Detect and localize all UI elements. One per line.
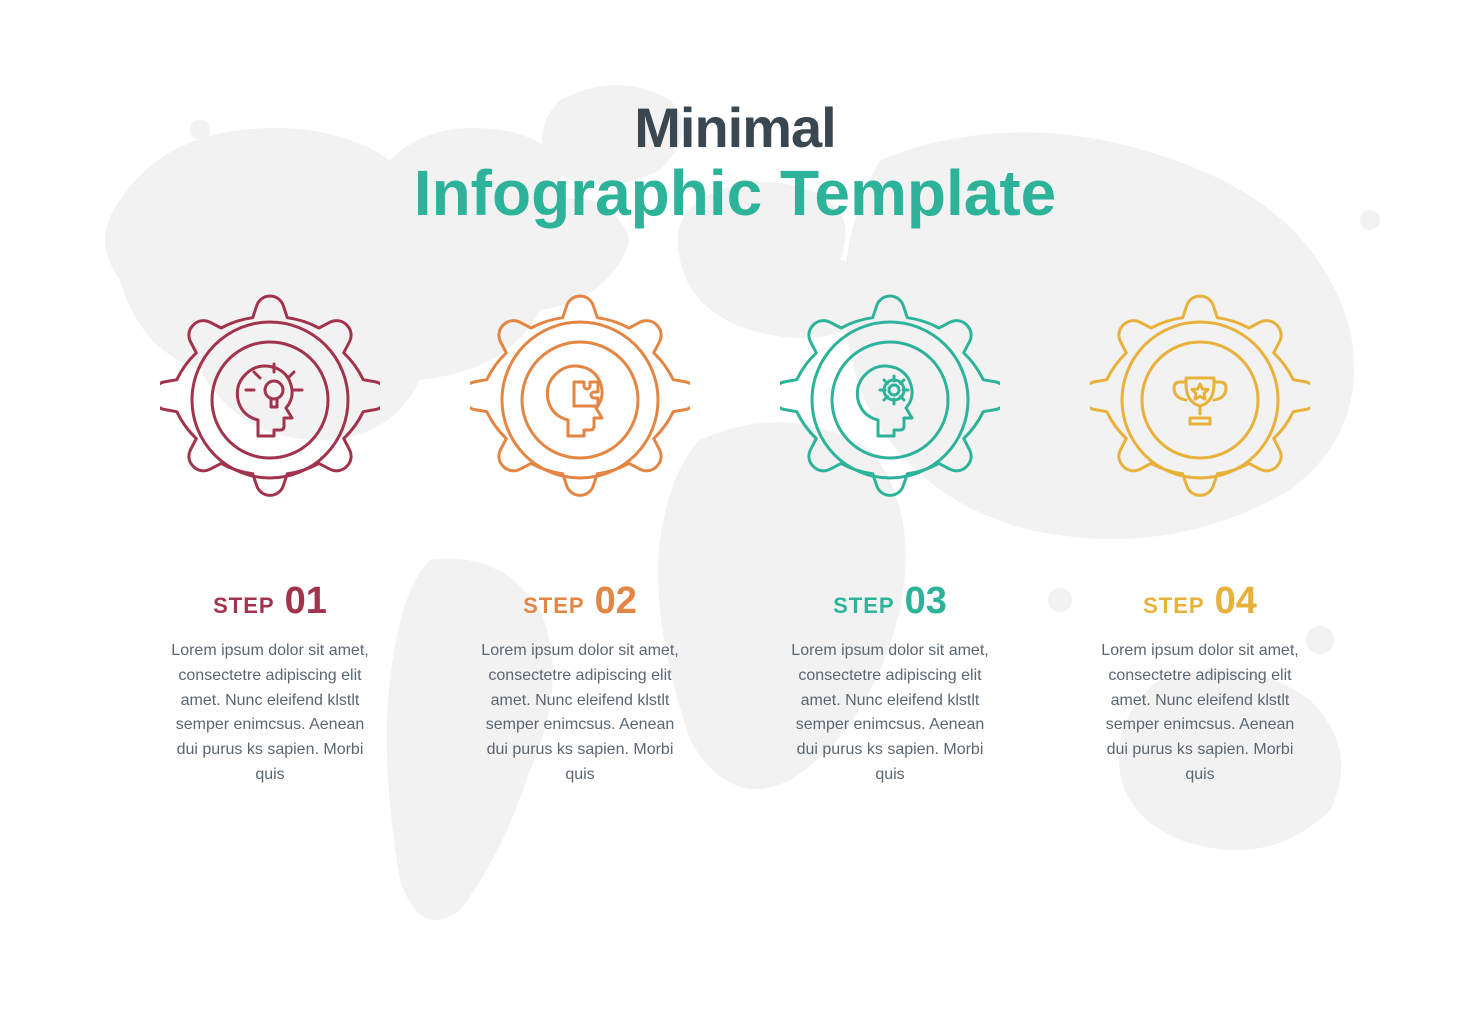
step-number: 03 xyxy=(905,580,947,623)
title-line-2: Infographic Template xyxy=(414,156,1056,230)
step-number: 01 xyxy=(285,580,327,623)
gear-2 xyxy=(470,290,690,510)
step-3-body: Lorem ipsum dolor sit amet, consectetre … xyxy=(785,639,995,788)
step-4-body: Lorem ipsum dolor sit amet, consectetre … xyxy=(1095,639,1305,788)
step-4-label: STEP 04 xyxy=(1143,580,1257,623)
step-1-label: STEP 01 xyxy=(213,580,327,623)
infographic-content: Minimal Infographic Template xyxy=(0,0,1470,980)
gear-1 xyxy=(160,290,380,510)
title-block: Minimal Infographic Template xyxy=(414,95,1056,230)
step-2-body: Lorem ipsum dolor sit amet, consectetre … xyxy=(475,639,685,788)
title-line-1: Minimal xyxy=(414,95,1056,160)
head-gear-icon xyxy=(857,366,912,436)
step-2-label: STEP 02 xyxy=(523,580,637,623)
step-1-body: Lorem ipsum dolor sit amet, consectetre … xyxy=(165,639,375,788)
head-bulb-icon xyxy=(237,364,302,436)
step-word: STEP xyxy=(833,593,894,619)
gear-4 xyxy=(1090,290,1310,510)
step-2: STEP 02 Lorem ipsum dolor sit amet, cons… xyxy=(460,290,700,788)
steps-row: STEP 01 Lorem ipsum dolor sit amet, cons… xyxy=(0,290,1470,788)
trophy-icon xyxy=(1174,378,1226,424)
step-number: 04 xyxy=(1215,580,1257,623)
step-number: 02 xyxy=(595,580,637,623)
gear-3 xyxy=(780,290,1000,510)
step-1: STEP 01 Lorem ipsum dolor sit amet, cons… xyxy=(150,290,390,788)
step-word: STEP xyxy=(523,593,584,619)
step-3: STEP 03 Lorem ipsum dolor sit amet, cons… xyxy=(770,290,1010,788)
step-4: STEP 04 Lorem ipsum dolor sit amet, cons… xyxy=(1080,290,1320,788)
step-3-label: STEP 03 xyxy=(833,580,947,623)
head-puzzle-icon xyxy=(547,366,602,436)
step-word: STEP xyxy=(213,593,274,619)
step-word: STEP xyxy=(1143,593,1204,619)
